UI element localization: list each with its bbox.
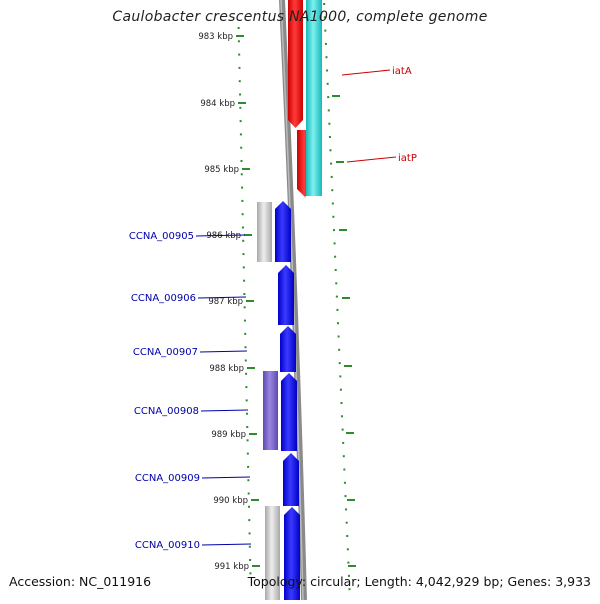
backbone-arc bbox=[279, 0, 307, 601]
gene-label-red: iatP bbox=[398, 153, 417, 164]
gene-grey-1 bbox=[257, 202, 272, 262]
kbp-label: 987 kbp bbox=[208, 297, 243, 307]
gene-ccna-00909 bbox=[283, 453, 299, 506]
gene-label: CCNA_00905 bbox=[129, 231, 194, 242]
gene-iatA bbox=[288, 0, 303, 128]
gene-ccna-00910 bbox=[284, 507, 300, 604]
kbp-label: 983 kbp bbox=[198, 32, 233, 42]
gene-ccna-00906 bbox=[278, 265, 294, 325]
kbp-label: 986 kbp bbox=[206, 231, 241, 241]
gene-label: CCNA_00909 bbox=[135, 473, 200, 484]
gene-leader-line bbox=[201, 543, 252, 546]
gene-leader-line bbox=[199, 350, 248, 353]
gene-grey-2 bbox=[265, 506, 280, 604]
gene-ccna-00907 bbox=[280, 326, 296, 372]
gene-label: CCNA_00907 bbox=[133, 347, 198, 358]
gene-leader-line bbox=[195, 234, 246, 237]
kbp-label: 985 kbp bbox=[204, 165, 239, 175]
gene-leader-line-red bbox=[346, 156, 397, 163]
accession-label: Accession: NC_011916 bbox=[9, 574, 152, 589]
gene-leader-line bbox=[197, 296, 247, 299]
kbp-label: 984 kbp bbox=[200, 99, 235, 109]
gene-label: CCNA_00910 bbox=[135, 540, 200, 551]
kbp-label: 988 kbp bbox=[209, 364, 244, 374]
kbp-label: 989 kbp bbox=[211, 430, 246, 440]
gene-leader-line-red bbox=[341, 69, 391, 76]
gene-leader-line bbox=[201, 476, 251, 479]
gene-cyan bbox=[306, 0, 322, 196]
gene-ccna-00908 bbox=[281, 373, 297, 451]
gene-label: CCNA_00906 bbox=[131, 293, 196, 304]
gene-leader-line bbox=[200, 409, 249, 412]
gene-label-red: iatA bbox=[392, 66, 412, 77]
gene-label: CCNA_00908 bbox=[134, 406, 199, 417]
genome-summary: Topology: circular; Length: 4,042,929 bp… bbox=[247, 574, 591, 589]
gene-ccna-00905 bbox=[275, 201, 291, 262]
kbp-label: 990 kbp bbox=[213, 496, 248, 506]
gene-purple bbox=[263, 371, 278, 450]
kbp-label: 991 kbp bbox=[214, 562, 249, 572]
map-title: Caulobacter crescentus NA1000, complete … bbox=[112, 9, 488, 25]
